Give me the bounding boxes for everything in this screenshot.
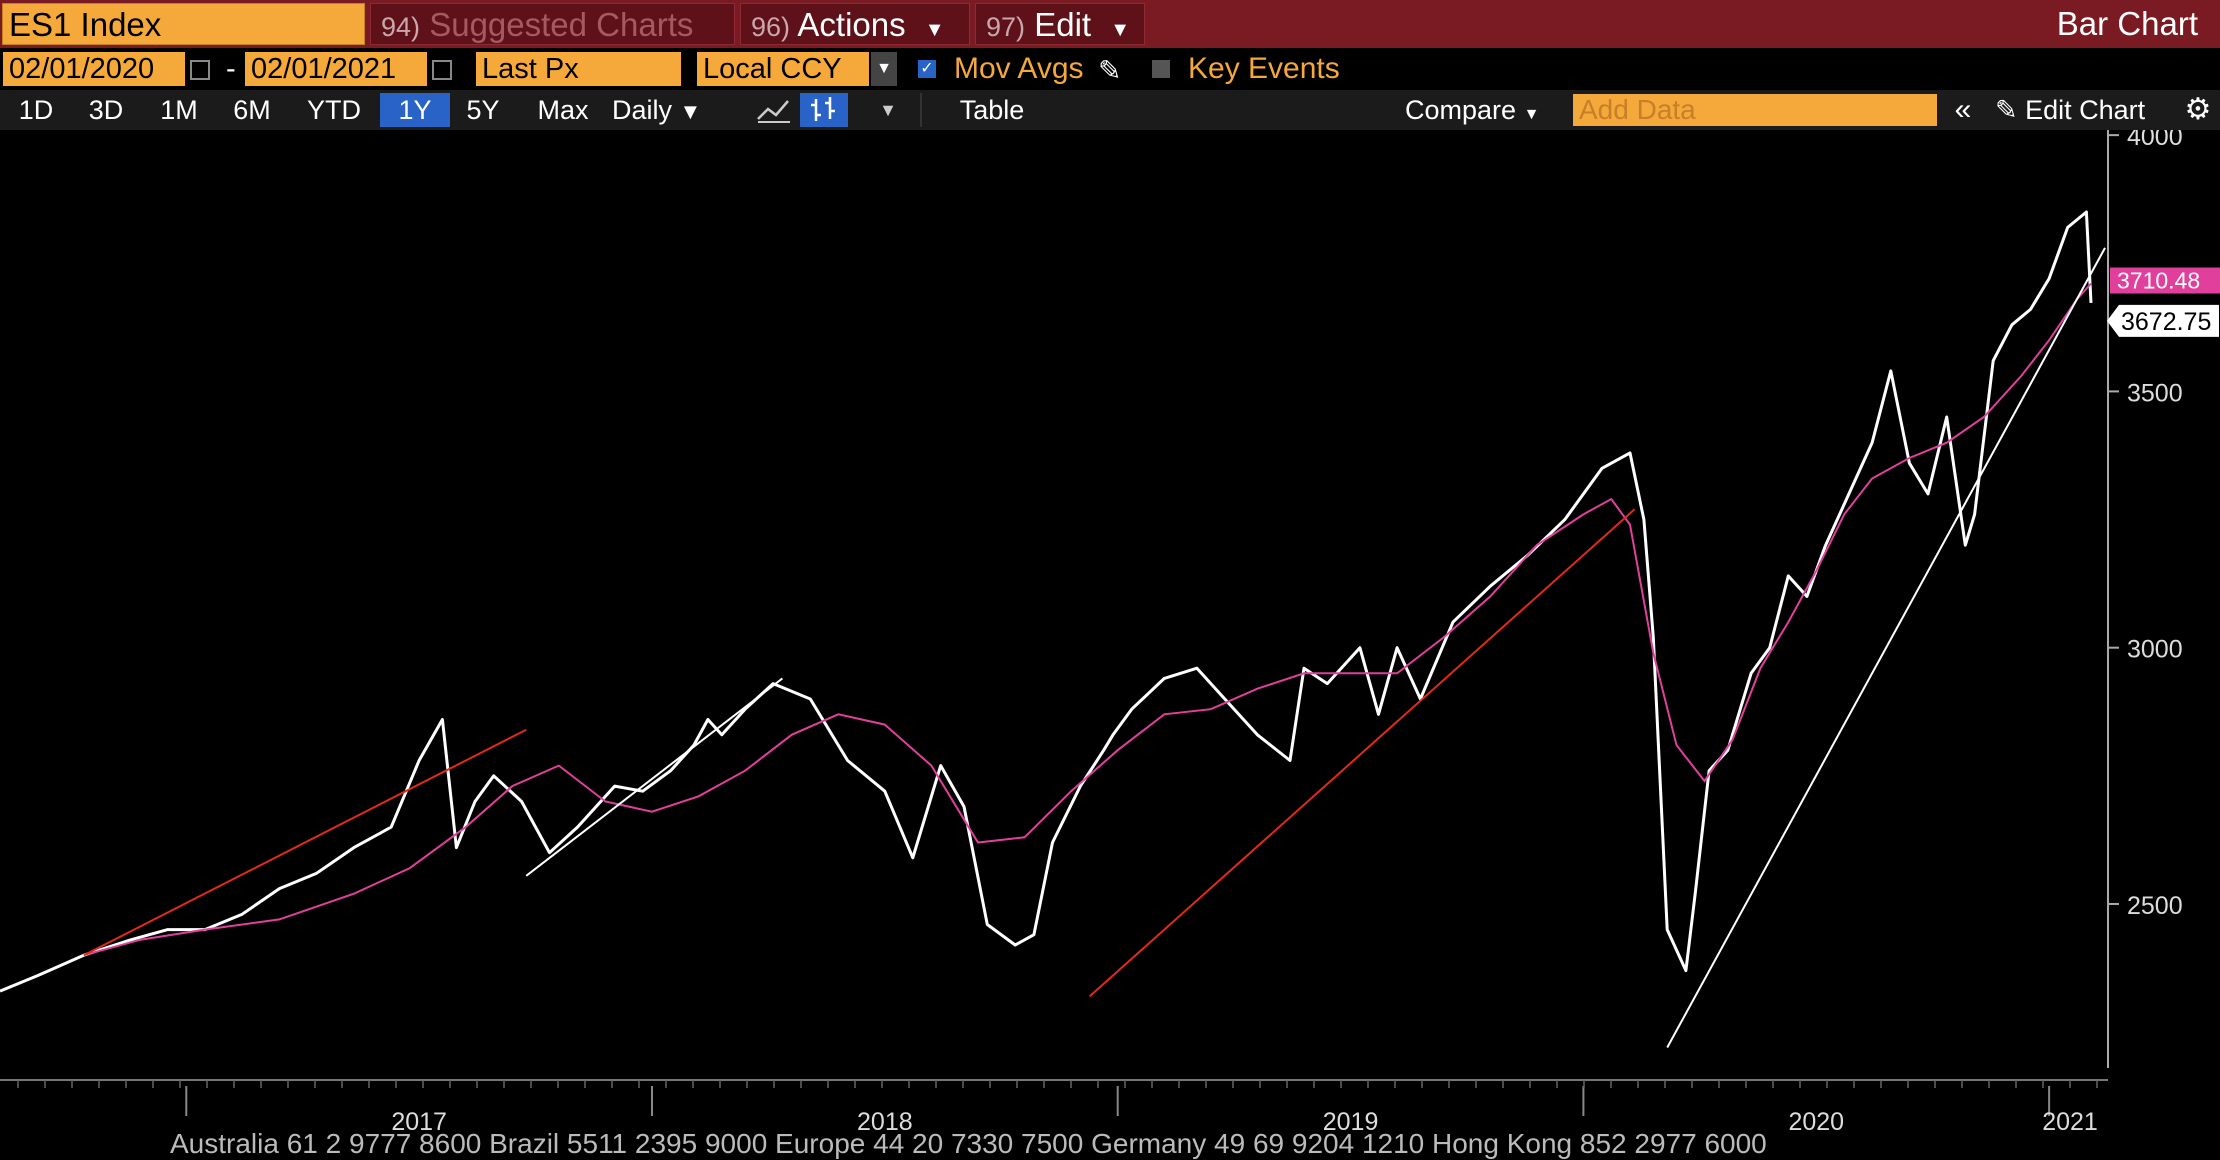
compare-label: Compare bbox=[1405, 95, 1517, 125]
y-tick-label: 2500 bbox=[2127, 892, 2183, 920]
key-events-label: Key Events bbox=[1188, 52, 1340, 85]
y-tick-label: 3000 bbox=[2127, 636, 2183, 664]
bar-chart-icon[interactable] bbox=[800, 93, 848, 127]
actions-label: Actions bbox=[797, 6, 906, 43]
moving-average-line bbox=[83, 282, 2092, 957]
edit-chart-label: Edit Chart bbox=[2025, 95, 2146, 125]
gear-icon[interactable]: ⚙ bbox=[2184, 93, 2212, 126]
pencil-icon[interactable]: ✎ bbox=[1098, 55, 1122, 86]
edit-chart-button[interactable]: ✎ Edit Chart bbox=[1995, 93, 2175, 127]
tab-1m[interactable]: 1M bbox=[160, 95, 198, 125]
tab-ytd[interactable]: YTD bbox=[307, 95, 361, 125]
compare-dropdown[interactable]: Compare ▼ bbox=[1405, 93, 1565, 127]
mov-avgs-checkbox[interactable]: ✓ bbox=[918, 60, 936, 78]
settings-bar: 02/01/2020 - 02/01/2021 Last Px Local CC… bbox=[0, 48, 2220, 90]
tab-1d[interactable]: 1D bbox=[18, 95, 54, 125]
date-separator: - bbox=[226, 53, 236, 85]
tab-max[interactable]: Max bbox=[537, 95, 589, 125]
field-selector[interactable]: Last Px bbox=[476, 52, 681, 86]
chevron-down-icon: ▼ bbox=[924, 19, 945, 41]
end-date-field[interactable]: 02/01/2021 bbox=[245, 52, 427, 86]
y-tick-label: 3500 bbox=[2127, 379, 2183, 407]
tab-5y[interactable]: 5Y bbox=[466, 95, 500, 125]
add-data-input[interactable]: Add Data bbox=[1573, 94, 1937, 126]
ticker-field[interactable]: ES1 Index bbox=[2, 3, 365, 45]
actions-menu[interactable]: 96) Actions ▼ bbox=[740, 3, 970, 45]
trendline bbox=[83, 728, 527, 957]
key-events-checkbox[interactable] bbox=[1152, 60, 1170, 78]
y-tick-label: 4000 bbox=[2127, 130, 2183, 151]
x-tick-label: 2019 bbox=[1323, 1108, 1379, 1136]
last-price-tag bbox=[2107, 304, 2219, 337]
x-tick-label: 2018 bbox=[857, 1108, 913, 1136]
x-tick-label: 2021 bbox=[2042, 1108, 2098, 1136]
price-chart[interactable]: 2500 3000 3500 4000 2017 2018 2019 2020 2021 3710… bbox=[0, 130, 2220, 1144]
footer-ticker: Australia 61 2 9777 8600 Brazil 5511 239… bbox=[170, 1128, 1767, 1159]
frequency-label: Daily bbox=[612, 95, 673, 125]
tab-6m[interactable]: 6M bbox=[233, 95, 271, 125]
frequency-dropdown[interactable]: Daily ▼ bbox=[612, 93, 732, 127]
tab-3d[interactable]: 3D bbox=[88, 95, 124, 125]
suggested-charts-number: 94) bbox=[381, 12, 421, 42]
chevron-down-icon: ▼ bbox=[1523, 106, 1540, 123]
ma-last-tag bbox=[2110, 267, 2220, 294]
chart-type-title: Bar Chart bbox=[2056, 5, 2198, 42]
line-chart-icon[interactable] bbox=[754, 93, 794, 127]
pencil-icon: ✎ bbox=[1995, 95, 2026, 125]
trendline bbox=[1089, 508, 1636, 997]
price-series-line bbox=[0, 210, 2093, 993]
calendar-icon[interactable] bbox=[190, 60, 210, 80]
range-bar: 1D 3D 1M 6M YTD 1Y 5Y Max Daily ▼ ▼ Tabl… bbox=[0, 90, 2220, 130]
collapse-icon[interactable]: « bbox=[1954, 93, 1972, 126]
trendline bbox=[525, 677, 783, 877]
header-bar: ES1 Index 94) Suggested Charts 96) Actio… bbox=[0, 0, 2220, 48]
table-button[interactable]: Table bbox=[920, 93, 1062, 127]
edit-number: 97) bbox=[986, 12, 1026, 42]
mov-avgs-label: Mov Avgs bbox=[954, 52, 1084, 85]
currency-selector[interactable]: Local CCY bbox=[697, 52, 869, 86]
chevron-down-icon: ▼ bbox=[679, 99, 702, 124]
suggested-charts-label: Suggested Charts bbox=[429, 6, 694, 43]
last-price-label: 3672.75 bbox=[2121, 308, 2211, 336]
calendar-icon[interactable] bbox=[432, 60, 452, 80]
actions-number: 96) bbox=[751, 12, 791, 42]
chevron-down-icon[interactable]: ▼ bbox=[879, 100, 897, 120]
ma-last-label: 3710.48 bbox=[2117, 268, 2200, 294]
edit-menu[interactable]: 97) Edit ▼ bbox=[975, 3, 1145, 45]
tab-1y[interactable]: 1Y bbox=[380, 93, 450, 127]
x-tick-label: 2020 bbox=[1788, 1108, 1844, 1136]
chevron-down-icon[interactable]: ▼ bbox=[871, 52, 897, 86]
x-tick-label: 2017 bbox=[391, 1108, 447, 1136]
trendline bbox=[1666, 247, 2106, 1048]
edit-label: Edit bbox=[1034, 6, 1092, 43]
start-date-field[interactable]: 02/01/2020 bbox=[3, 52, 185, 86]
chevron-down-icon: ▼ bbox=[1110, 19, 1131, 41]
suggested-charts-button[interactable]: 94) Suggested Charts bbox=[370, 3, 735, 45]
